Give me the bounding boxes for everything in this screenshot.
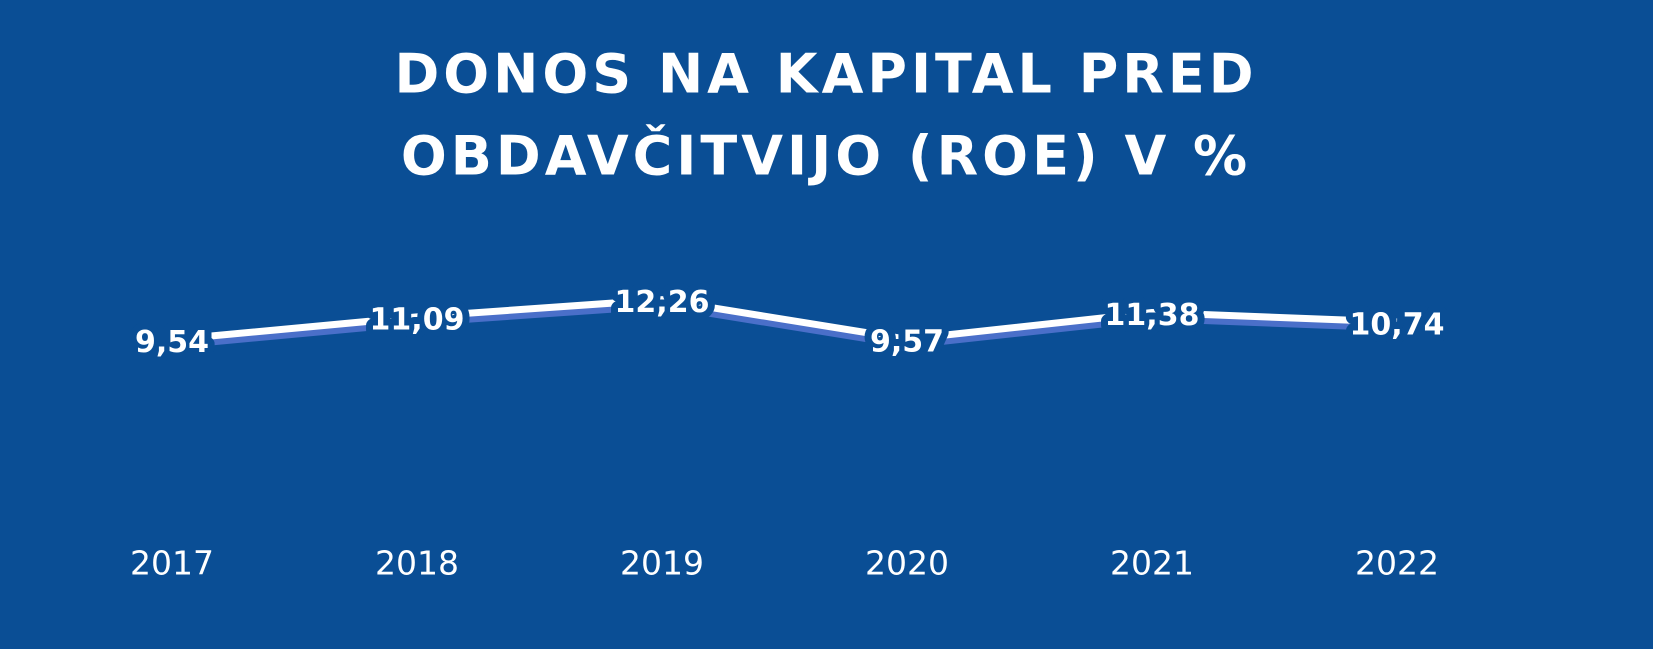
x-tick-label: 2020 bbox=[865, 544, 949, 583]
value-label: 11,38 bbox=[1105, 298, 1200, 333]
chart-title: DONOS NA KAPITAL PRED bbox=[394, 43, 1257, 106]
value-label: 12,26 bbox=[615, 285, 710, 320]
x-tick-label: 2018 bbox=[375, 544, 459, 583]
value-label: 11,09 bbox=[370, 302, 465, 337]
x-tick-label: 2022 bbox=[1355, 544, 1439, 583]
x-tick-label: 2019 bbox=[620, 544, 704, 583]
chart-title: OBDAVČITVIJO (ROE) V % bbox=[401, 125, 1251, 188]
value-label: 9,57 bbox=[870, 325, 944, 360]
value-label: 9,54 bbox=[135, 325, 209, 360]
line-shadow bbox=[171, 302, 1398, 350]
line bbox=[171, 296, 1398, 344]
value-label: 10,74 bbox=[1350, 307, 1445, 342]
x-tick-label: 2021 bbox=[1110, 544, 1194, 583]
x-tick-label: 2017 bbox=[130, 544, 214, 583]
